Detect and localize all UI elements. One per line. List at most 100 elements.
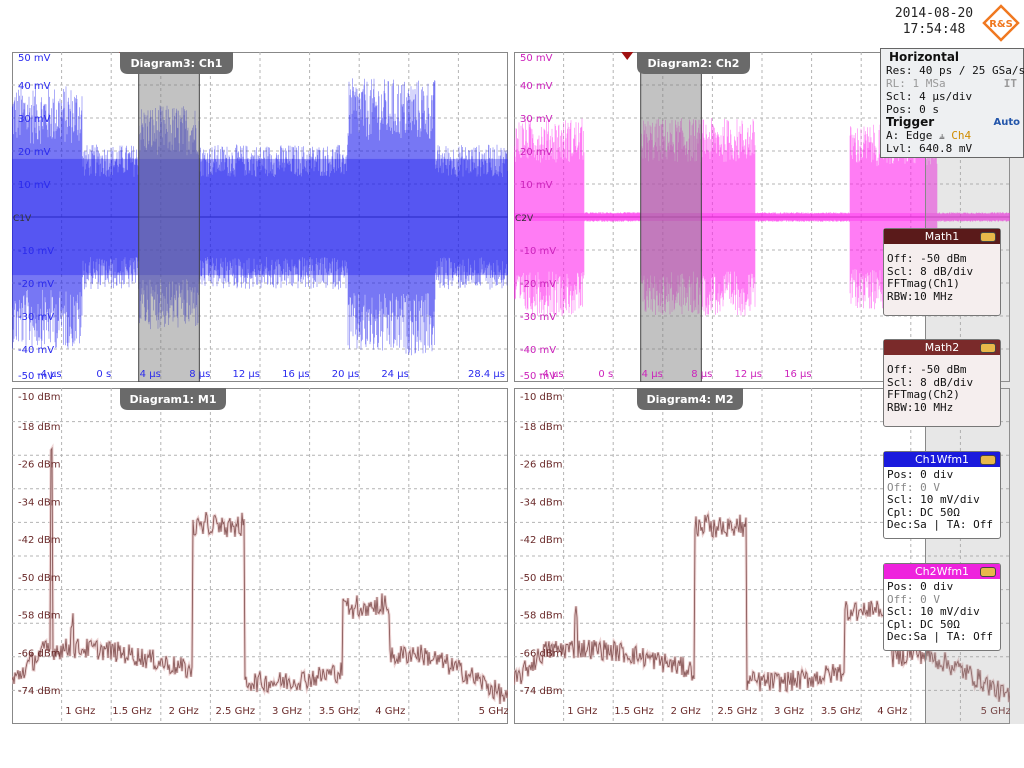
y-tick-label: 50 mV (520, 53, 553, 64)
y-tick-label: 30 mV (18, 114, 51, 125)
math1-line: FFTmag(Ch1) (887, 277, 960, 290)
x-tick-label: 1 GHz (65, 706, 95, 717)
horizontal-panel[interactable]: Horizontal Res: 40 ps / 25 GSa/s RL: 1 M… (880, 48, 1024, 158)
math2-title: Math2 (924, 341, 960, 354)
x-tick-label: 2 GHz (169, 706, 199, 717)
math1-line: RBW:10 MHz (887, 289, 954, 303)
y-tick-label: 10 mV (520, 180, 553, 191)
x-tick-label: 2.5 GHz (717, 706, 757, 717)
horizontal-title: Horizontal (889, 50, 960, 64)
ch1wfm1-line: Scl: 10 mV/div (887, 493, 980, 506)
y-tick-label: -26 dBm (18, 460, 60, 471)
rs-logo: R&S (982, 4, 1020, 42)
x-axis-labels: 1 GHz 1.5 GHz 2 GHz 2.5 GHz 3 GHz 3.5 GHz 4 GH… (65, 706, 508, 717)
toggle-icon[interactable] (980, 567, 996, 577)
y-tick-label: -66 dBm (520, 648, 562, 659)
ch1wfm1-header: Ch1Wfm1 (884, 452, 1000, 467)
spectrum-trace (12, 446, 508, 705)
math2-line: RBW:10 MHz (887, 400, 954, 414)
ch1wfm1-line: Cpl: DC 50Ω (887, 505, 960, 519)
toggle-icon[interactable] (980, 232, 996, 242)
gate-region (640, 52, 702, 382)
record-length-row: RL: 1 MSa IT (881, 77, 1023, 90)
ch2wfm1-line: Off: 0 V (887, 592, 940, 606)
x-tick-label: 1.5 GHz (112, 706, 152, 717)
y-tick-label: -26 dBm (520, 460, 562, 471)
y-tick-label: -50 dBm (520, 573, 562, 584)
ch1wfm1-box[interactable]: Ch1Wfm1 Pos: 0 div Off: 0 V Scl: 10 mV/d… (883, 451, 1001, 539)
d1-diagram[interactable]: -10 dBm -18 dBm -26 dBm -34 dBm -42 dBm -50 d… (12, 388, 508, 724)
trigger-type: A: Edge (886, 129, 933, 142)
trigger-header: Trigger Auto (881, 116, 1023, 129)
y-tick-label: -18 dBm (520, 422, 562, 433)
x-tick-label: 1.5 GHz (614, 706, 654, 717)
waveform-core (514, 213, 1010, 221)
channel-ref-label: C2V (515, 214, 534, 224)
x-tick-label: 12 µs (735, 369, 762, 380)
y-tick-label: 20 mV (18, 147, 51, 158)
d3-diagram[interactable]: 50 mV 40 mV 30 mV 20 mV 10 mV -10 mV -20 mV -30… (12, 52, 508, 382)
y-tick-label: -10 mV (18, 246, 54, 257)
y-tick-label: -40 mV (18, 345, 54, 356)
y-tick-label: -50 mV (520, 371, 556, 382)
x-tick-label: -4 µs (539, 369, 564, 380)
toggle-icon[interactable] (980, 455, 996, 465)
record-length-value: RL: 1 MSa (886, 77, 946, 90)
x-tick-label: 5 GHz (981, 706, 1010, 717)
trigger-mode[interactable]: Auto (993, 117, 1020, 128)
y-tick-label: -74 dBm (520, 686, 562, 697)
x-axis-labels: -4 µs 0 s 4 µs 8 µs 12 µs 16 µs 20 µs 24 µs 28.4… (37, 369, 505, 380)
math1-line: Scl: 8 dB/div (887, 264, 974, 278)
x-tick-label: 4 GHz (375, 706, 405, 717)
y-tick-label: -40 mV (520, 345, 556, 356)
toggle-icon[interactable] (980, 343, 996, 353)
y-axis-labels: -10 dBm -18 dBm -26 dBm -34 dBm -42 dBm -50 d… (520, 392, 562, 724)
ch1wfm1-line: Pos: 0 div (887, 468, 954, 481)
y-tick-label: -58 dBm (520, 611, 562, 622)
y-tick-label: -34 dBm (520, 497, 562, 508)
diagram-title: Diagram3: Ch1 (131, 57, 223, 70)
y-tick-label: 40 mV (520, 81, 553, 92)
y-tick-label: 50 mV (18, 53, 51, 64)
y-tick-label: -34 dBm (18, 497, 60, 508)
ch1wfm1-line: Off: 0 V (887, 480, 940, 494)
y-tick-label: -10 dBm (18, 392, 60, 403)
y-tick-label: -74 dBm (18, 686, 60, 697)
ch2wfm1-box[interactable]: Ch2Wfm1 Pos: 0 div Off: 0 V Scl: 10 mV/d… (883, 563, 1001, 651)
x-tick-label: 20 µs (332, 369, 359, 380)
y-tick-label: -20 mV (520, 279, 556, 290)
math1-box[interactable]: Math1 Off: -50 dBm Scl: 8 dB/div FFTmag(… (883, 228, 1001, 316)
trigger-source-row: A: Edge ⫨ Ch4 (881, 129, 1023, 142)
grid (514, 388, 1010, 724)
x-tick-label: 3 GHz (774, 706, 804, 717)
trigger-source: Ch4 (951, 129, 972, 142)
x-tick-label: 3.5 GHz (319, 706, 359, 717)
diagram-title-tab (637, 388, 743, 410)
x-tick-label: 8 µs (691, 369, 712, 380)
falling-edge-icon: ⫨ (938, 131, 945, 142)
y-tick-label: -10 dBm (520, 392, 562, 403)
y-axis-labels: 50 mV 40 mV 30 mV 20 mV 10 mV -10 mV -20 mV -30… (18, 53, 54, 382)
y-tick-label: 30 mV (520, 114, 553, 125)
x-tick-label: 2 GHz (671, 706, 701, 717)
grid (12, 388, 508, 724)
d4-diagram[interactable]: -10 dBm -18 dBm -26 dBm -34 dBm -42 dBm -50 d… (514, 388, 1010, 724)
math1-title: Math1 (924, 230, 960, 243)
y-tick-label: -30 mV (520, 312, 556, 323)
math2-header: Math2 (884, 340, 1000, 355)
ch1wfm1-title: Ch1Wfm1 (914, 453, 970, 466)
math1-line: Off: -50 dBm (887, 252, 967, 265)
diagram-title: Diagram1: M1 (130, 393, 217, 406)
x-tick-label: 16 µs (282, 369, 309, 380)
diagram-title-tab (637, 52, 750, 74)
ch1wfm1-line: Dec:Sa | TA: Off (887, 518, 993, 531)
y-tick-label: -20 mV (18, 279, 54, 290)
math2-line: FFTmag(Ch2) (887, 388, 960, 401)
x-tick-label: 28.4 µs (468, 369, 505, 380)
x-axis-labels: -4 µs 0 s 4 µs 8 µs 12 µs 16 µs (539, 369, 812, 380)
diagram-title: Diagram4: M2 (647, 393, 734, 406)
diagram-title: Diagram2: Ch2 (648, 57, 740, 70)
math2-line: Scl: 8 dB/div (887, 375, 974, 389)
math2-box[interactable]: Math2 Off: -50 dBm Scl: 8 dB/div FFTmag(… (883, 339, 1001, 427)
